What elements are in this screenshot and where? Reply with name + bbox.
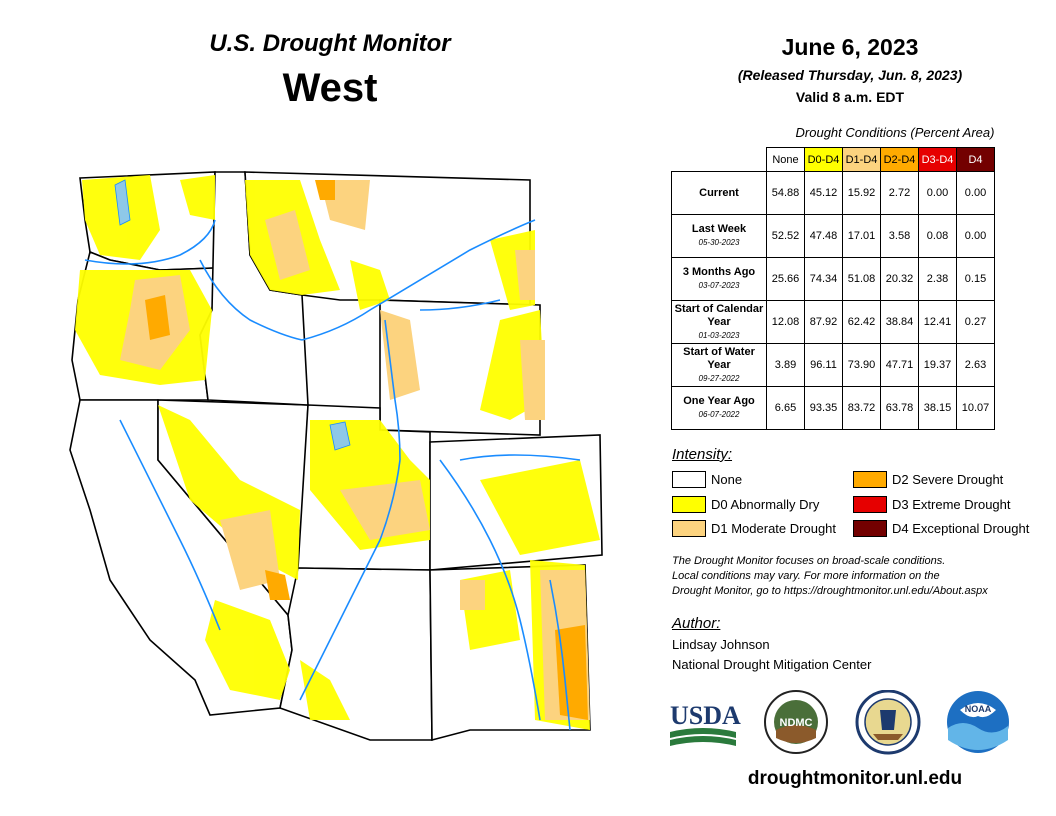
table-cell: 15.92 — [842, 171, 881, 215]
legend-item-d3: D3 Extreme Drought — [853, 495, 1011, 513]
release-date: (Released Thursday, Jun. 8, 2023) — [737, 67, 963, 83]
d2-layer — [145, 180, 588, 720]
state-arizona — [279, 567, 433, 741]
table-cell: 17.01 — [842, 214, 881, 258]
table-cell: 38.84 — [880, 300, 919, 344]
svg-text:NDMC: NDMC — [780, 717, 813, 729]
svg-text:USDA: USDA — [670, 701, 741, 730]
table-cell: 3.89 — [766, 343, 805, 387]
row-label: Current — [671, 171, 767, 215]
noaa-logo: NOAA — [947, 691, 1009, 753]
table-row: 3 Months Ago 03-07-2023 25.66 74.34 51.08… — [671, 257, 995, 301]
usda-logo: USDA — [670, 701, 741, 746]
col-header-d1-d4: D1-D4 — [842, 147, 881, 172]
legend-item-d0: D0 Abnormally Dry — [672, 495, 819, 513]
table-cell: 51.08 — [842, 257, 881, 301]
table-cell: 96.11 — [804, 343, 843, 387]
table-cell: 83.72 — [842, 386, 881, 430]
row-label: Start of Calendar Year 01-03-2023 — [671, 300, 767, 344]
table-cell: 62.42 — [842, 300, 881, 344]
table-cell: 93.35 — [804, 386, 843, 430]
legend-swatch — [672, 470, 706, 488]
table-cell: 54.88 — [766, 171, 805, 215]
table-title: Drought Conditions (Percent Area) — [795, 125, 995, 140]
rivers-layer — [84, 219, 581, 731]
col-header-d4: D4 — [956, 147, 995, 172]
table-cell: 10.07 — [956, 386, 995, 430]
table-cell: 74.34 — [804, 257, 843, 301]
table-row: Last Week 05-30-2023 52.52 47.48 17.01 3.… — [671, 214, 995, 258]
disclaimer-note: The Drought Monitor focuses on broad-sca… — [672, 555, 988, 597]
legend-swatch — [853, 519, 887, 537]
table-cell: 25.66 — [766, 257, 805, 301]
author-organization: National Drought Mitigation Center — [672, 657, 872, 672]
website-link[interactable]: droughtmonitor.unl.edu — [747, 768, 963, 789]
table-cell: 6.65 — [766, 386, 805, 430]
drought-conditions-table: None D0-D4 D1-D4 D2-D4 D3-D4 D4 Current … — [671, 147, 995, 430]
table-cell: 38.15 — [918, 386, 957, 430]
table-cell: 3.58 — [880, 214, 919, 258]
col-header-d0-d4: D0-D4 — [804, 147, 843, 172]
author-name: Lindsay Johnson — [672, 637, 770, 652]
legend-item-d1: D1 Moderate Drought — [672, 519, 836, 537]
table-cell: 45.12 — [804, 171, 843, 215]
legend-swatch — [672, 495, 706, 513]
legend-item-none: None — [672, 470, 742, 488]
table-cell: 0.08 — [918, 214, 957, 258]
table-cell: 47.48 — [804, 214, 843, 258]
table-row: Start of Water Year 09-27-2022 3.89 96.11… — [671, 343, 995, 387]
table-cell: 12.41 — [918, 300, 957, 344]
drought-map — [69, 171, 603, 742]
table-cell: 63.78 — [880, 386, 919, 430]
table-cell: 12.08 — [766, 300, 805, 344]
table-cell: 19.37 — [918, 343, 957, 387]
table-cell: 2.63 — [956, 343, 995, 387]
legend-item-d4: D4 Exceptional Drought — [853, 519, 1029, 537]
legend-swatch — [853, 470, 887, 488]
legend-swatch — [853, 495, 887, 513]
row-label: Last Week 05-30-2023 — [671, 214, 767, 258]
svg-text:NOAA: NOAA — [965, 704, 992, 714]
table-cell: 0.00 — [918, 171, 957, 215]
table-cell: 0.00 — [956, 214, 995, 258]
table-cell: 73.90 — [842, 343, 881, 387]
row-label: 3 Months Ago 03-07-2023 — [671, 257, 767, 301]
table-row: One Year Ago 06-07-2022 6.65 93.35 83.72 … — [671, 386, 995, 430]
water-bodies — [114, 179, 351, 451]
col-header-d2-d4: D2-D4 — [880, 147, 919, 172]
row-label: Start of Water Year 09-27-2022 — [671, 343, 767, 387]
doc-seal-logo — [855, 690, 921, 755]
map-date: June 6, 2023 — [781, 34, 919, 60]
table-cell: 52.52 — [766, 214, 805, 258]
legend-swatch — [672, 519, 706, 537]
region-title: West — [282, 66, 378, 110]
table-row: Start of Calendar Year 01-03-2023 12.08 8… — [671, 300, 995, 344]
map-title: U.S. Drought Monitor — [209, 30, 451, 57]
ndmc-logo: NDMC — [764, 690, 828, 754]
table-cell: 2.38 — [918, 257, 957, 301]
author-title: Author: — [672, 615, 721, 632]
legend-title: Intensity: — [672, 446, 733, 463]
table-cell: 2.72 — [880, 171, 919, 215]
valid-time: Valid 8 a.m. EDT — [795, 89, 905, 105]
col-header-d3-d4: D3-D4 — [918, 147, 957, 172]
table-cell: 87.92 — [804, 300, 843, 344]
row-label: One Year Ago 06-07-2022 — [671, 386, 767, 430]
table-cell: 0.00 — [956, 171, 995, 215]
partner-logos: USDA NDMC NOAA — [670, 690, 1009, 755]
table-row: Current 54.88 45.12 15.92 2.72 0.00 0.00 — [671, 171, 995, 215]
table-cell: 0.27 — [956, 300, 995, 344]
col-header-none: None — [766, 147, 805, 172]
table-header-row: None D0-D4 D1-D4 D2-D4 D3-D4 D4 — [672, 147, 995, 172]
table-cell: 47.71 — [880, 343, 919, 387]
table-cell: 20.32 — [880, 257, 919, 301]
legend-item-d2: D2 Severe Drought — [853, 470, 1003, 488]
table-cell: 0.15 — [956, 257, 995, 301]
